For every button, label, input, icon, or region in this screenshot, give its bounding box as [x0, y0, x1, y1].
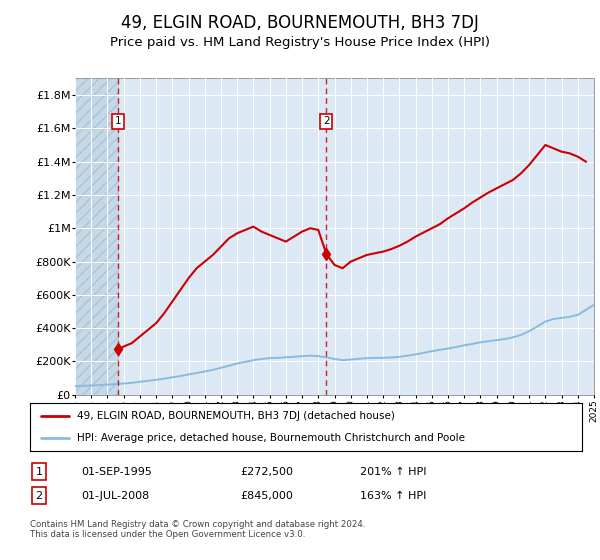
Text: 1: 1	[35, 466, 43, 477]
Text: 49, ELGIN ROAD, BOURNEMOUTH, BH3 7DJ (detached house): 49, ELGIN ROAD, BOURNEMOUTH, BH3 7DJ (de…	[77, 411, 395, 421]
Text: 01-JUL-2008: 01-JUL-2008	[81, 491, 149, 501]
Bar	[75, 78, 118, 395]
Text: Contains HM Land Registry data © Crown copyright and database right 2024.
This d: Contains HM Land Registry data © Crown c…	[30, 520, 365, 539]
Text: 2: 2	[323, 116, 330, 126]
Text: 49, ELGIN ROAD, BOURNEMOUTH, BH3 7DJ: 49, ELGIN ROAD, BOURNEMOUTH, BH3 7DJ	[121, 14, 479, 32]
Text: 201% ↑ HPI: 201% ↑ HPI	[360, 466, 427, 477]
Text: £845,000: £845,000	[240, 491, 293, 501]
Text: 01-SEP-1995: 01-SEP-1995	[81, 466, 152, 477]
Text: £272,500: £272,500	[240, 466, 293, 477]
Text: 1: 1	[115, 116, 122, 126]
Text: 163% ↑ HPI: 163% ↑ HPI	[360, 491, 427, 501]
Text: 2: 2	[35, 491, 43, 501]
Text: HPI: Average price, detached house, Bournemouth Christchurch and Poole: HPI: Average price, detached house, Bour…	[77, 433, 465, 443]
Text: Price paid vs. HM Land Registry's House Price Index (HPI): Price paid vs. HM Land Registry's House …	[110, 36, 490, 49]
